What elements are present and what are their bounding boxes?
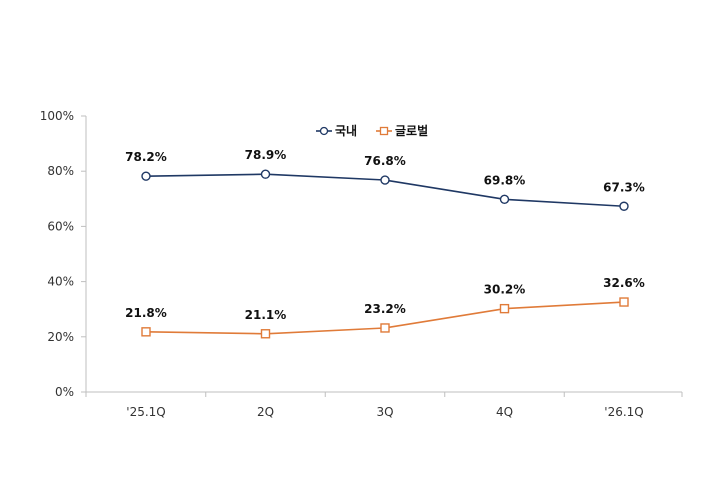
data-label: 76.8% (364, 154, 406, 168)
legend-marker (379, 126, 389, 136)
axes: 0% 20% 40% 60% 80% 100% '25.1Q 2Q 3Q 4Q '26.1Q (40, 109, 683, 419)
data-label: 21.8% (125, 306, 167, 320)
series-layer (141, 169, 629, 339)
x-tick-label: 2Q (257, 405, 274, 419)
data-point (499, 194, 510, 205)
data-point (260, 169, 271, 179)
data-labels: 78.2% 78.9% 76.8% 69.8% 67.3% 21.8% 21.1% 23.2%… (125, 148, 645, 322)
data-label: 78.2% (125, 150, 167, 164)
data-point (380, 323, 390, 333)
y-tick-label: 100% (40, 109, 74, 123)
data-label: 21.1% (245, 308, 287, 322)
y-tick-label: 80% (47, 164, 74, 178)
data-point (260, 329, 271, 339)
data-point (619, 297, 629, 307)
data-label: 23.2% (364, 302, 406, 316)
y-tick-label: 20% (47, 330, 74, 344)
data-point (141, 327, 151, 337)
data-label: 78.9% (245, 148, 287, 162)
data-label: 69.8% (484, 173, 526, 187)
data-point (141, 171, 151, 181)
data-label: 32.6% (603, 276, 645, 290)
x-tick-label: 4Q (496, 405, 513, 419)
x-tick-label: '25.1Q (126, 405, 165, 419)
x-tick-label: 3Q (376, 405, 393, 419)
data-point (619, 201, 629, 211)
y-tick-label: 0% (55, 385, 74, 399)
legend-marker (319, 126, 329, 136)
data-point (499, 303, 510, 314)
data-point (380, 175, 390, 185)
y-tick-label: 60% (47, 219, 74, 233)
data-label: 30.2% (484, 283, 526, 297)
legend-label: 국내 (335, 123, 357, 138)
y-tick-label: 40% (47, 275, 74, 289)
legend-label: 글로벌 (395, 123, 428, 138)
x-tick-label: '26.1Q (604, 405, 643, 419)
data-label: 67.3% (603, 180, 645, 194)
legend: 국내 글로벌 (316, 123, 428, 138)
